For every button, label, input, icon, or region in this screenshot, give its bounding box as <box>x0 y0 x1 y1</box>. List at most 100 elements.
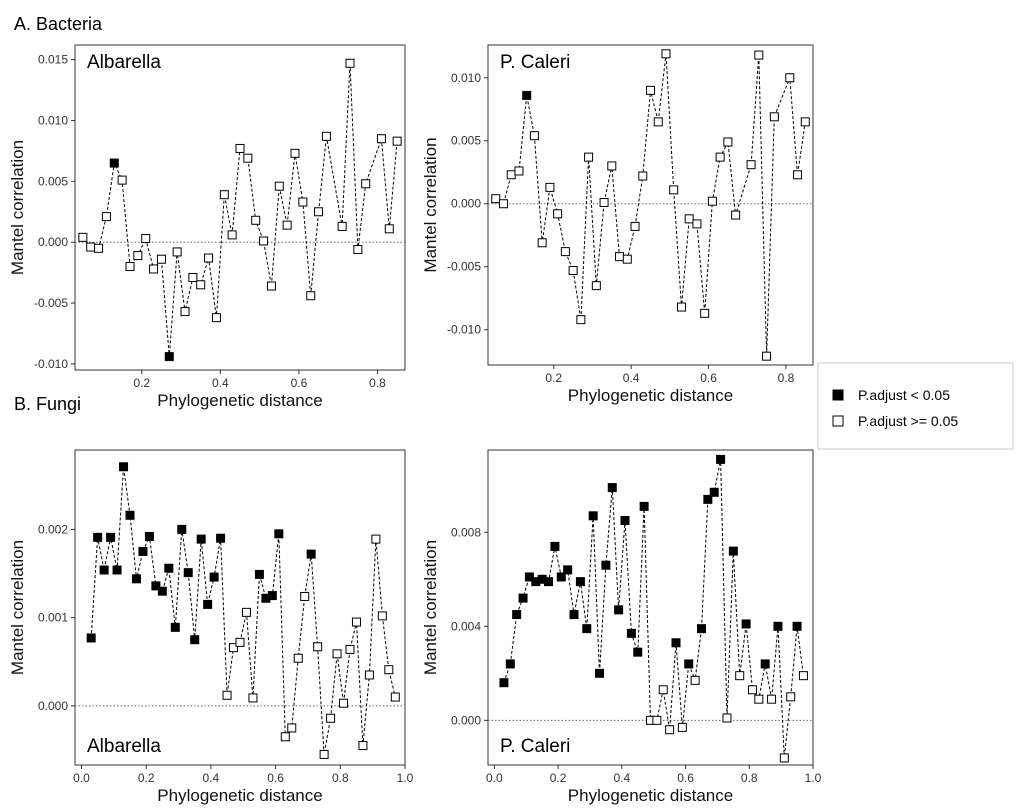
data-point <box>746 160 756 170</box>
x-tick-label: 0.2 <box>138 771 155 785</box>
data-point <box>125 262 135 272</box>
data-point-significant <box>582 624 592 634</box>
data-point <box>345 644 355 654</box>
data-point-significant <box>209 572 219 582</box>
data-point <box>300 591 310 601</box>
data-point <box>133 251 143 261</box>
data-point-significant <box>306 549 316 559</box>
data-point <box>235 637 245 647</box>
data-point <box>172 247 182 257</box>
legend: P.adjust < 0.05 P.adjust >= 0.05 <box>817 362 1014 450</box>
data-point <box>785 73 795 83</box>
data-point <box>553 209 563 219</box>
data-point <box>188 272 198 282</box>
data-point-significant <box>131 574 141 584</box>
data-point <box>211 313 221 323</box>
data-point <box>392 136 402 146</box>
x-tick-label: 0.2 <box>133 376 150 390</box>
y-tick-label: -0.005 <box>447 260 481 274</box>
data-point <box>313 642 323 652</box>
plot-area <box>74 44 406 371</box>
x-tick-label: 0.8 <box>741 771 758 785</box>
data-point <box>506 170 516 180</box>
panel-label: Albarella <box>87 736 161 757</box>
data-point-significant <box>190 635 200 645</box>
data-point-significant <box>183 568 193 578</box>
data-point <box>731 210 741 220</box>
data-point-significant <box>556 572 566 582</box>
data-point <box>235 143 245 153</box>
data-point-significant <box>569 610 579 620</box>
data-point-significant <box>716 454 726 464</box>
data-point-significant <box>86 633 96 643</box>
data-point <box>351 617 361 627</box>
data-point <box>117 175 127 185</box>
data-point-significant <box>696 624 706 634</box>
data-point <box>793 170 803 180</box>
data-point-significant <box>505 659 515 669</box>
data-point <box>652 715 662 725</box>
data-point-significant <box>522 90 532 100</box>
data-point <box>646 85 655 95</box>
section-title-bacteria: A. Bacteria <box>14 14 103 34</box>
data-point-significant <box>544 577 554 587</box>
y-axis-title: Mantel correlation <box>421 137 440 272</box>
data-point <box>293 653 303 663</box>
y-tick-label: 0.001 <box>38 611 68 625</box>
x-axis-title: Phylogenetic distance <box>157 786 322 805</box>
data-point <box>514 166 524 176</box>
legend-significant-label: P.adjust < 0.05 <box>858 387 950 403</box>
x-tick-label: 0.0 <box>73 771 90 785</box>
y-tick-label: 0.005 <box>451 134 481 148</box>
data-point <box>345 58 355 68</box>
data-point <box>266 281 276 291</box>
data-point <box>638 171 648 181</box>
data-point-significant <box>109 158 119 168</box>
data-point <box>78 232 88 242</box>
data-point <box>339 698 349 708</box>
data-point <box>319 749 329 759</box>
data-point-significant <box>170 622 180 632</box>
y-tick-label: -0.010 <box>34 357 68 371</box>
data-point-significant <box>792 621 802 631</box>
data-point <box>630 221 640 231</box>
y-tick-label: 0.000 <box>38 699 68 713</box>
data-point <box>684 214 694 224</box>
data-point <box>779 753 789 763</box>
y-tick-label: -0.010 <box>447 323 481 337</box>
chart-bacteria-p-caleri: -0.010 -0.005 0.000 0.005 0.010 0.2 0.4 0.6 0.8 P… <box>421 44 814 405</box>
data-point-significant <box>773 621 783 631</box>
data-point <box>222 690 232 700</box>
data-point-significant <box>93 532 103 542</box>
data-point <box>376 134 386 144</box>
data-point <box>754 694 764 704</box>
x-tick-label: 0.0 <box>486 771 503 785</box>
legend-not-significant-swatch <box>832 415 844 427</box>
x-tick-label: 1.0 <box>805 771 822 785</box>
data-point <box>361 179 371 189</box>
data-point <box>498 199 508 209</box>
data-point <box>377 611 387 621</box>
data-point-significant <box>741 619 751 629</box>
data-point-significant <box>254 569 264 579</box>
data-point <box>599 197 609 207</box>
data-point <box>180 307 190 317</box>
chart-fungi-p-caleri: 0.000 0.004 0.008 0.0 0.2 0.4 0.6 0.8 1.0 Phyloge… <box>421 449 822 805</box>
y-tick-label: 0.005 <box>38 174 68 188</box>
data-point <box>622 254 632 264</box>
data-point-significant <box>614 605 624 615</box>
chart-fungi-albarella: 0.000 0.001 0.002 0.0 0.2 0.4 0.6 0.8 1.0 Phyloge… <box>8 449 414 805</box>
x-axis-title: Phylogenetic distance <box>568 786 733 805</box>
data-point-significant <box>216 533 226 543</box>
data-point <box>735 671 745 681</box>
data-point <box>86 242 96 252</box>
data-point <box>722 713 732 723</box>
data-point <box>243 153 253 163</box>
data-point-significant <box>709 487 719 497</box>
data-point-significant <box>499 678 509 688</box>
data-point <box>251 215 261 225</box>
data-point <box>560 247 570 257</box>
y-tick-label: 0.015 <box>38 53 68 67</box>
data-point-significant <box>151 581 161 591</box>
